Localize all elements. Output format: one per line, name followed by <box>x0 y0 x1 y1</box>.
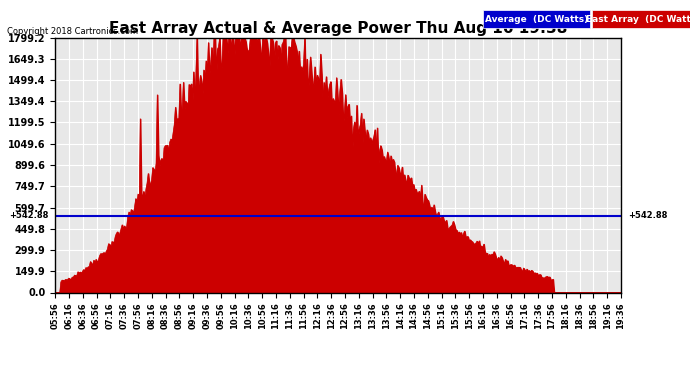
Text: Average  (DC Watts): Average (DC Watts) <box>485 15 589 24</box>
Text: +542.88: +542.88 <box>9 211 48 220</box>
Text: Copyright 2018 Cartronics.com: Copyright 2018 Cartronics.com <box>7 27 138 36</box>
Text: +542.88: +542.88 <box>628 211 667 220</box>
Text: East Array  (DC Watts): East Array (DC Watts) <box>586 15 690 24</box>
Title: East Array Actual & Average Power Thu Aug 16 19:38: East Array Actual & Average Power Thu Au… <box>109 21 567 36</box>
